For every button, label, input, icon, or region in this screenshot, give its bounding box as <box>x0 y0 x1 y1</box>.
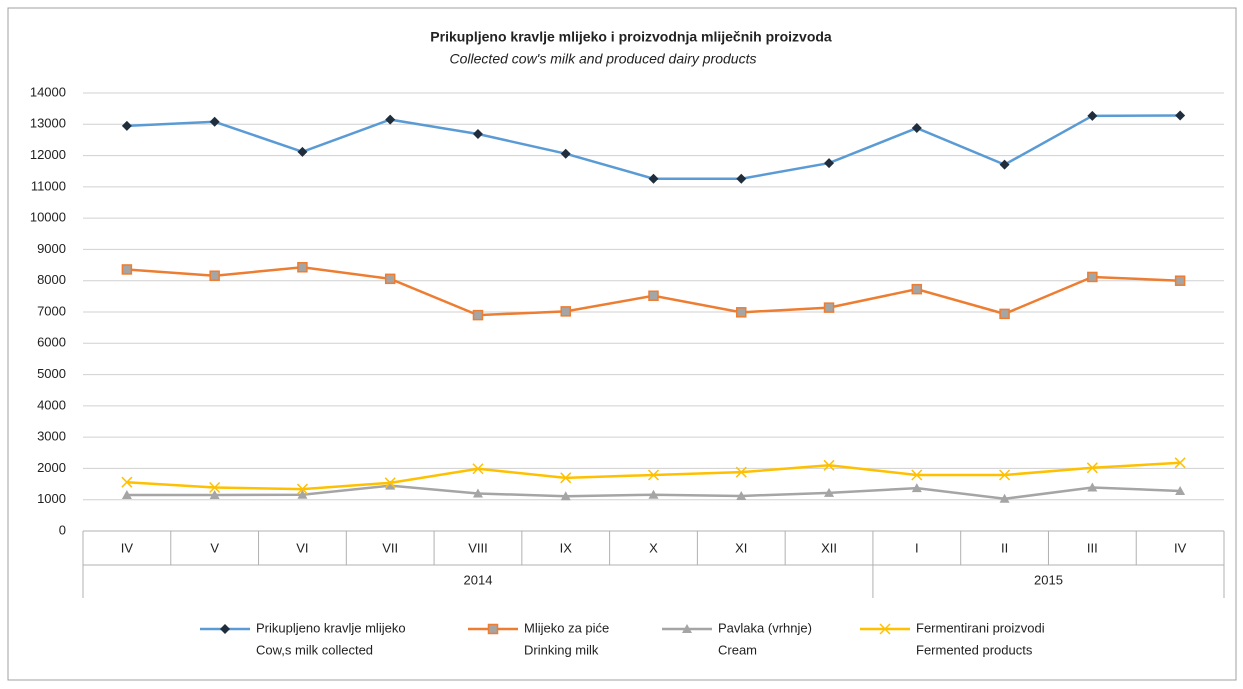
marker <box>220 624 230 634</box>
legend-sublabel: Cow,s milk collected <box>256 642 373 657</box>
x-tick-label: XII <box>821 540 837 555</box>
marker <box>297 146 308 157</box>
marker <box>823 302 835 313</box>
marker <box>648 489 659 499</box>
marker <box>121 120 132 131</box>
marker <box>296 483 308 495</box>
marker <box>1175 485 1186 495</box>
marker <box>472 128 483 139</box>
marker <box>209 481 221 494</box>
marker <box>648 290 659 301</box>
marker <box>385 114 396 125</box>
marker <box>560 148 571 159</box>
marker <box>879 623 891 635</box>
marker <box>1175 110 1186 121</box>
marker <box>384 273 396 285</box>
marker <box>121 476 133 488</box>
x-tick-label: X <box>649 540 658 555</box>
marker <box>911 483 922 493</box>
y-tick-label: 10000 <box>30 210 66 225</box>
marker <box>911 469 923 481</box>
y-tick-label: 12000 <box>30 147 66 162</box>
marker <box>209 116 220 127</box>
marker <box>999 469 1011 481</box>
marker <box>560 306 571 317</box>
marker <box>209 490 220 500</box>
marker <box>560 472 572 484</box>
y-tick-label: 3000 <box>37 429 66 444</box>
x-tick-label: VIII <box>468 540 488 555</box>
marker <box>647 469 660 481</box>
marker <box>1087 482 1098 492</box>
chart-title: Prikupljeno kravlje mlijeko i proizvodnj… <box>430 29 832 45</box>
x-tick-label: VII <box>382 540 398 555</box>
marker <box>385 480 396 490</box>
chart-subtitle: Collected cow's milk and produced dairy … <box>450 51 757 67</box>
marker <box>297 489 308 499</box>
legend-label: Prikupljeno kravlje mlijeko <box>256 620 406 635</box>
marker <box>999 493 1010 503</box>
marker <box>648 173 659 184</box>
marker <box>999 159 1010 170</box>
marker <box>209 270 220 281</box>
marker <box>1087 271 1098 283</box>
y-tick-label: 6000 <box>37 335 66 350</box>
marker <box>121 264 133 275</box>
marker <box>121 490 132 500</box>
y-tick-label: 8000 <box>37 272 66 287</box>
y-tick-label: 13000 <box>30 116 66 131</box>
marker <box>735 466 747 478</box>
group-label: 2015 <box>1034 572 1063 587</box>
marker <box>487 623 499 635</box>
marker <box>560 491 571 501</box>
marker <box>911 283 923 295</box>
y-tick-label: 9000 <box>37 241 66 256</box>
legend-sublabel: Drinking milk <box>524 642 599 657</box>
legend-label: Pavlaka (vrhnje) <box>718 620 812 635</box>
y-tick-label: 7000 <box>37 303 66 318</box>
legend-sublabel: Cream <box>718 642 757 657</box>
marker <box>736 490 747 500</box>
y-tick-label: 0 <box>59 522 66 537</box>
marker <box>297 262 308 273</box>
marker <box>736 307 747 318</box>
y-tick-label: 11000 <box>31 178 66 193</box>
legend-label: Fermentirani proizvodi <box>916 620 1045 635</box>
y-tick-label: 5000 <box>37 366 66 381</box>
marker <box>1087 110 1098 121</box>
marker <box>999 308 1010 320</box>
y-tick-label: 4000 <box>37 397 66 412</box>
x-tick-label: IX <box>560 540 573 555</box>
x-tick-label: II <box>1001 540 1008 555</box>
marker <box>911 123 922 134</box>
marker <box>682 624 692 633</box>
marker <box>823 459 835 471</box>
marker <box>472 463 484 475</box>
x-tick-label: IV <box>1174 540 1187 555</box>
y-tick-label: 2000 <box>37 460 66 475</box>
marker <box>824 158 835 169</box>
marker <box>824 487 835 497</box>
legend-label: Mlijeko za piće <box>524 620 609 635</box>
x-tick-label: VI <box>296 540 308 555</box>
marker <box>736 173 747 184</box>
marker <box>1174 275 1186 286</box>
marker <box>1174 457 1186 469</box>
y-tick-label: 1000 <box>37 491 66 506</box>
x-tick-label: IV <box>121 540 134 555</box>
group-label: 2014 <box>464 572 493 587</box>
marker <box>472 488 483 498</box>
y-tick-label: 14000 <box>30 84 66 99</box>
x-tick-label: V <box>210 540 219 555</box>
legend-sublabel: Fermented products <box>916 642 1033 657</box>
x-tick-label: III <box>1087 540 1098 555</box>
marker <box>1086 462 1098 474</box>
marker <box>384 477 396 489</box>
marker <box>472 309 484 321</box>
x-tick-label: XI <box>735 540 747 555</box>
x-tick-label: I <box>915 540 919 555</box>
